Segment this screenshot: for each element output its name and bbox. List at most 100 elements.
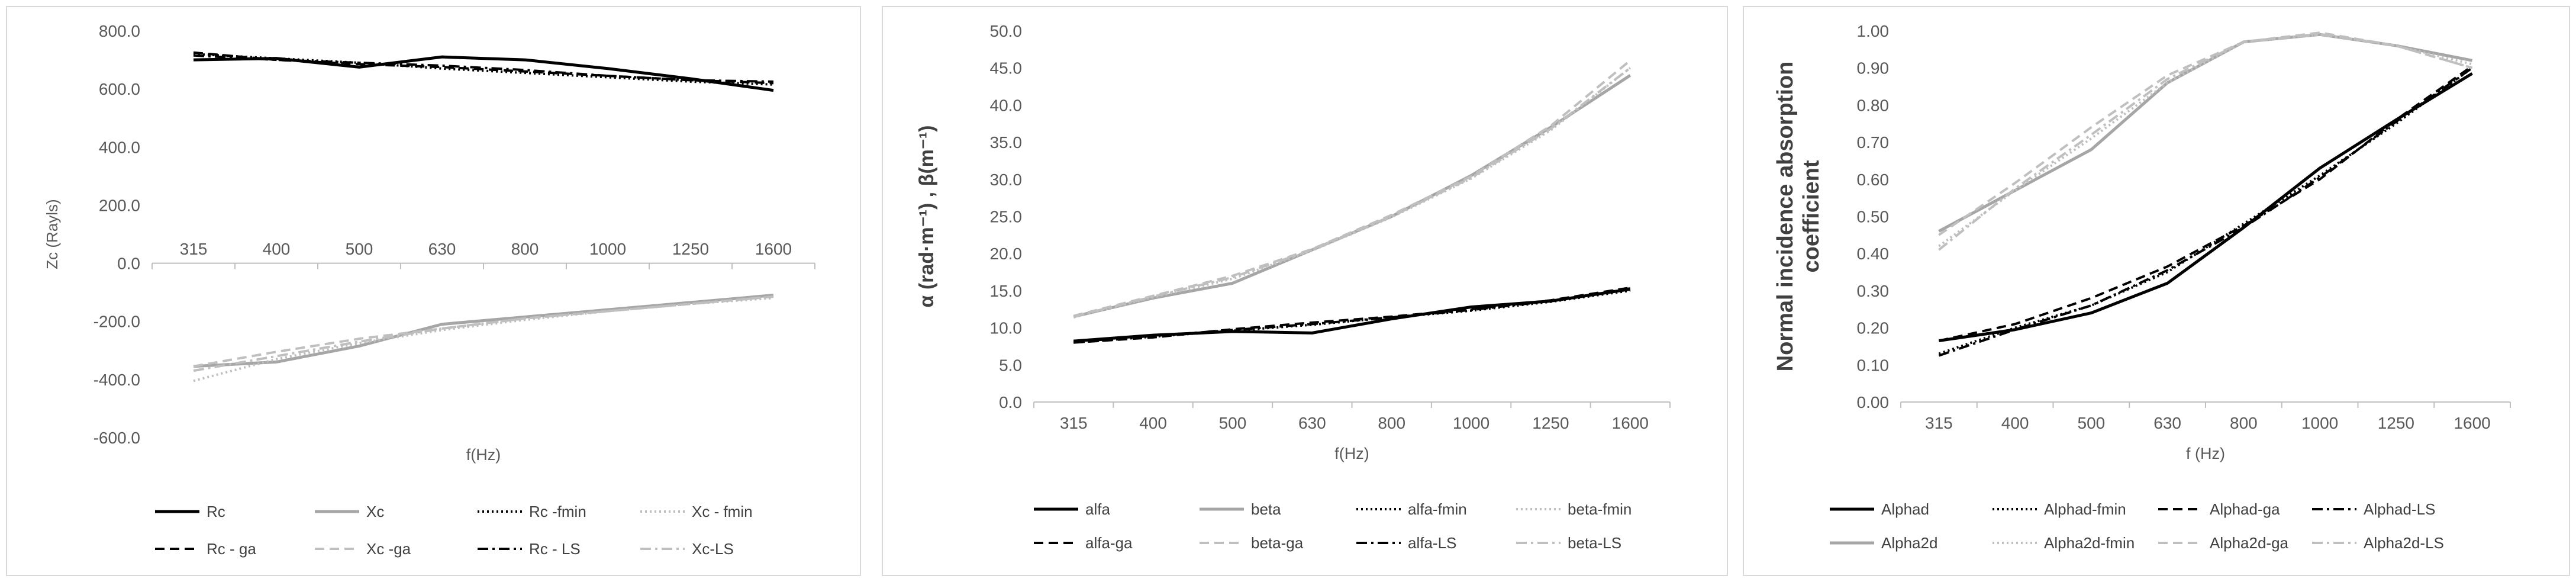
series-line (1938, 33, 2473, 247)
series-line (193, 297, 774, 382)
y-tick-label: 400.0 (99, 138, 140, 156)
legend-label: Xc-LS (692, 540, 734, 558)
y-tick-label: 0.90 (1857, 59, 1890, 78)
series-line (1938, 67, 2473, 357)
x-tick-label: 800 (1378, 414, 1405, 432)
y-tick-label: 0.60 (1857, 171, 1890, 189)
series-line (1938, 33, 2473, 233)
y-axis-title-line: Normal incidence absorption (1773, 62, 1798, 372)
y-tick-label: 45.0 (990, 59, 1023, 78)
series-line (193, 295, 774, 368)
x-tick-label: 500 (2078, 414, 2106, 432)
series-line (1938, 33, 2473, 251)
series-line (1073, 59, 1632, 317)
y-tick-label: 200.0 (99, 196, 140, 214)
x-tick-label: 1000 (589, 240, 626, 258)
y-tick-label: 0.30 (1857, 282, 1890, 300)
chart-panel-impedance: -600.0 -400.0 -200.0 0.0 200.0 400.0 600.0 800.… (6, 6, 861, 576)
x-tick-label: 1600 (755, 240, 792, 258)
x-tick-label: 315 (1060, 414, 1088, 432)
legend-label: beta-ga (1251, 534, 1304, 552)
x-tick-label: 800 (511, 240, 539, 258)
x-tick-label: 400 (2001, 414, 2029, 432)
y-tick-label: -600.0 (94, 429, 140, 447)
y-tick-label: 50.0 (990, 22, 1023, 40)
x-axis-title: f(Hz) (466, 446, 501, 464)
y-tick-label: 35.0 (990, 133, 1023, 152)
legend-label: Xc -ga (366, 540, 411, 558)
series-line (1938, 65, 2473, 342)
y-tick-label: 1.00 (1857, 22, 1890, 40)
x-tick-label: 630 (428, 240, 456, 258)
y-tick-label: 10.0 (990, 319, 1023, 337)
legend-label: Alpha2d (1881, 534, 1937, 552)
y-tick-label: 0.80 (1857, 96, 1890, 114)
y-tick-label: 0.0 (117, 255, 140, 273)
x-axis-title: f (Hz) (2186, 445, 2225, 462)
x-tick-label: 315 (1925, 414, 1953, 432)
legend-label: Rc (207, 503, 225, 520)
x-tick-label: 1600 (2454, 414, 2490, 432)
series-line (193, 54, 774, 83)
y-tick-label: 0.40 (1857, 245, 1890, 263)
x-tick-label: 500 (1219, 414, 1247, 432)
legend-label: Xc (366, 503, 384, 520)
x-tick-label: 315 (180, 240, 208, 258)
series-line (1073, 67, 1632, 318)
legend-label: beta (1251, 500, 1281, 518)
x-axis-title: f(Hz) (1334, 445, 1369, 462)
y-tick-label: 40.0 (990, 96, 1023, 114)
impedance-chart: -600.0 -400.0 -200.0 0.0 200.0 400.0 600.0 800.… (43, 22, 815, 558)
x-tick-label: 1600 (1612, 414, 1649, 432)
x-tick-label: 630 (1298, 414, 1326, 432)
x-tick-label: 400 (263, 240, 291, 258)
y-tick-label: 5.0 (999, 356, 1022, 374)
y-tick-label: 15.0 (990, 282, 1023, 300)
legend-label: Rc - ga (207, 540, 256, 558)
x-tick-label: 630 (2153, 414, 2181, 432)
x-tick-label: 1000 (2301, 414, 2338, 432)
y-axis-title: α (rad·m⁻¹) , β(m⁻¹) (915, 126, 938, 308)
y-tick-label: 25.0 (990, 208, 1023, 226)
legend-label: Alpha2d-LS (2364, 534, 2444, 552)
legend-label: alfa-fmin (1408, 500, 1467, 518)
propagation-chart: 0.0 5.0 10.0 15.0 20.0 25.0 30.0 35.0 40.0 45.0 50… (915, 22, 1671, 552)
legend-label: Rc -fmin (529, 503, 586, 520)
legend-label: Alphad (1881, 500, 1929, 518)
series-line (1073, 74, 1632, 319)
y-tick-label: 0.50 (1857, 208, 1890, 226)
series-line (1073, 67, 1632, 319)
series-line (1938, 67, 2473, 355)
y-axis-title-line: coefficient (1799, 160, 1824, 272)
y-tick-label: 600.0 (99, 80, 140, 98)
series-line (1073, 287, 1631, 343)
y-tick-label: 800.0 (99, 22, 140, 40)
legend-label: Rc - LS (529, 540, 581, 558)
series-line (193, 294, 774, 368)
legend-label: alfa (1085, 500, 1110, 518)
series-line (1073, 289, 1631, 344)
absorption-chart: 0.00 0.10 0.20 0.30 0.40 0.50 0.60 0.70 0.80 0.90… (1773, 22, 2511, 552)
chart-panel-absorption: 0.00 0.10 0.20 0.30 0.40 0.50 0.60 0.70 0.80 0.90… (1743, 6, 2570, 576)
series-line (193, 295, 774, 372)
y-tick-label: 20.0 (990, 245, 1023, 263)
legend-label: Alpha2d-fmin (2044, 534, 2135, 552)
series-line (1938, 31, 2473, 236)
y-axis-title: Zc (Rayls) (43, 199, 61, 269)
y-tick-label: 0.20 (1857, 319, 1890, 337)
x-tick-label: 1250 (1532, 414, 1569, 432)
y-axis-title: Normal incidence absorptioncoefficient (1773, 62, 1824, 372)
y-tick-label: 0.00 (1857, 393, 1890, 411)
legend-label: Alphad-fmin (2044, 500, 2126, 518)
series-line (1939, 72, 2473, 343)
legend-label: Alphad-LS (2364, 500, 2435, 518)
y-tick-label: -400.0 (94, 371, 140, 389)
y-tick-label: 30.0 (990, 171, 1023, 189)
series-line (193, 55, 774, 92)
legend-label: beta-LS (1568, 534, 1621, 552)
y-tick-label: 0.10 (1857, 356, 1890, 374)
legend-label: beta-fmin (1568, 500, 1632, 518)
y-tick-label: 0.70 (1857, 133, 1890, 152)
legend-label: alfa-LS (1408, 534, 1456, 552)
y-tick-label: 0.0 (999, 393, 1022, 411)
